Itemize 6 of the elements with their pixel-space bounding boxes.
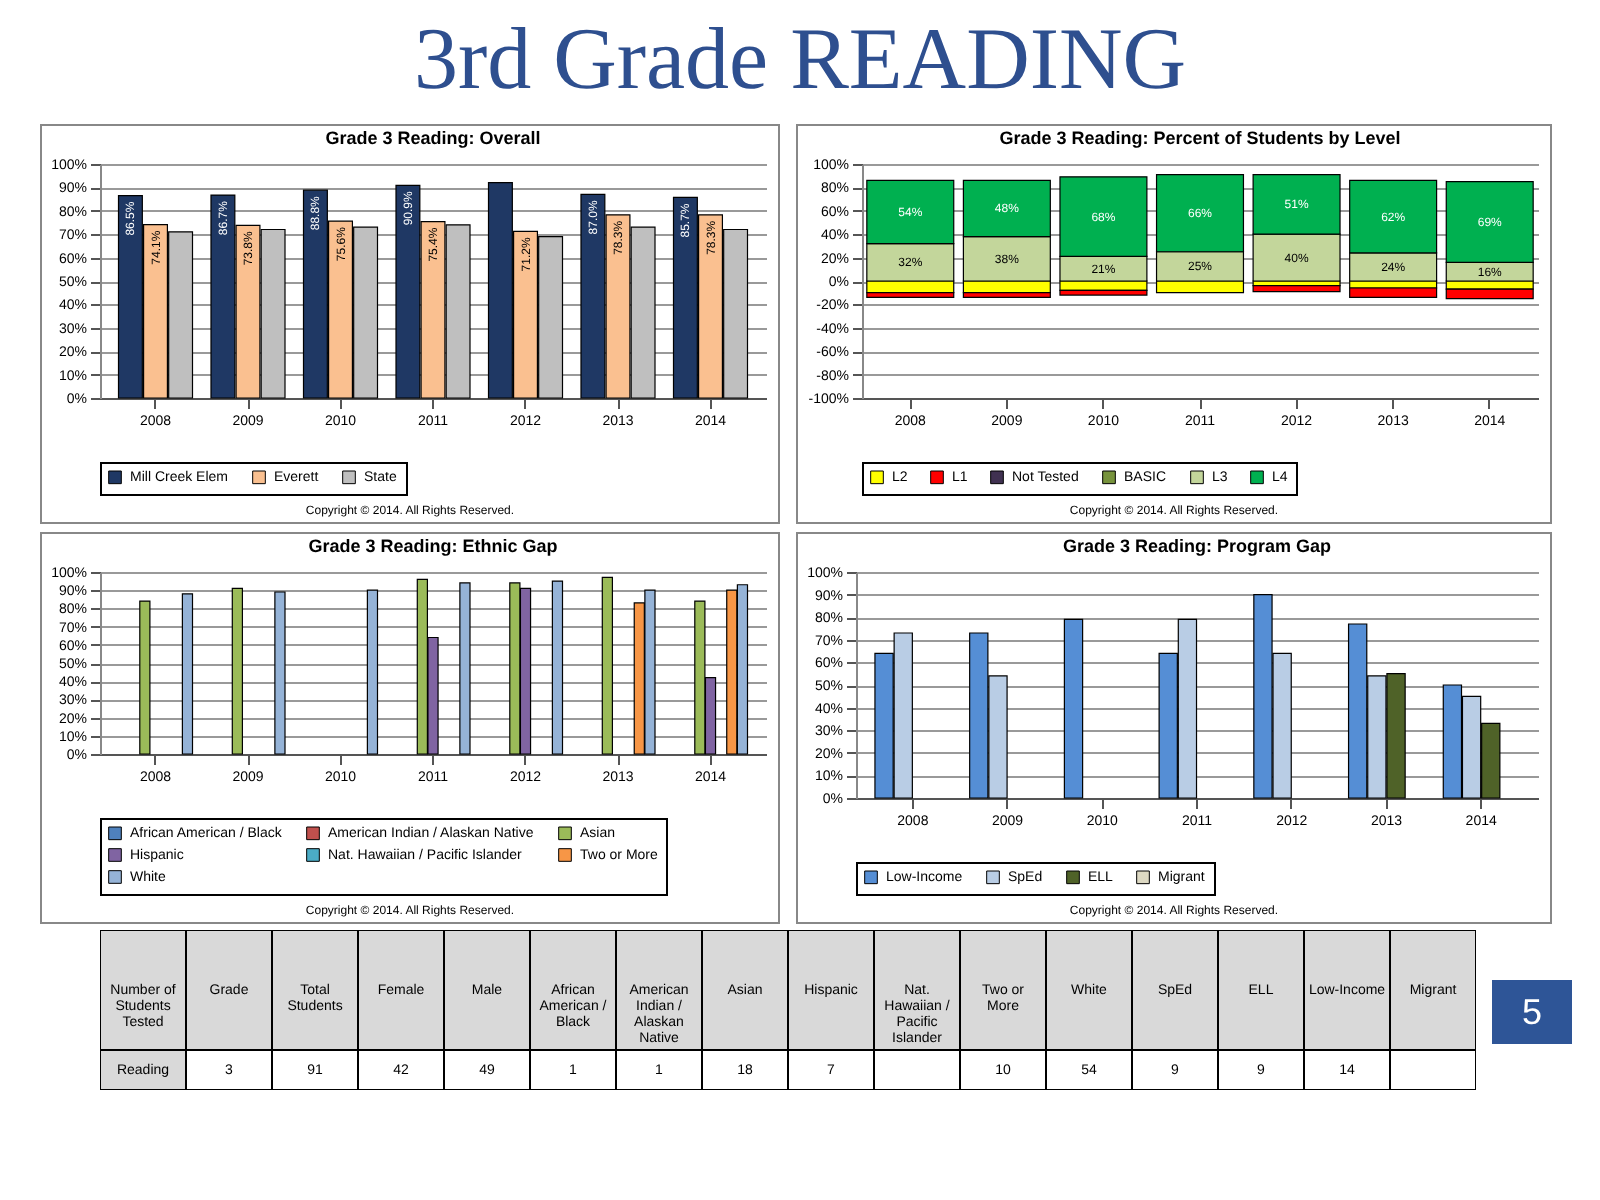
chart-title: Grade 3 Reading: Program Gap — [1062, 536, 1333, 556]
text: 3rd Grade READING — [411, 8, 1189, 110]
chart-title: Grade 3 Reading: Overall — [325, 128, 541, 148]
chart-title: Grade 3 Reading: Percent of Students by Level — [999, 128, 1401, 148]
chart-title: Grade 3 Reading: Ethnic Gap — [308, 536, 559, 556]
text: 5 — [1488, 976, 1576, 1048]
